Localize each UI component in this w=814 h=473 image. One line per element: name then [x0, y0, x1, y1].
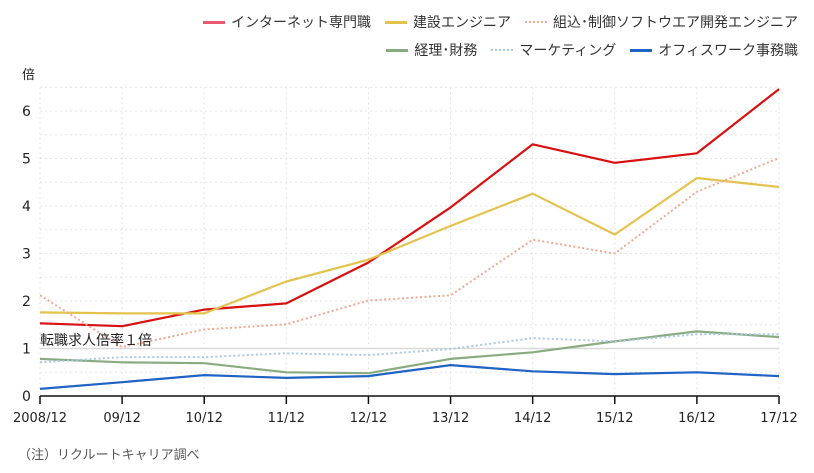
reference-line-label: 転職求人倍率１倍 [40, 333, 152, 349]
y-tick-label: 2 [22, 294, 31, 310]
legend-swatch-accounting [386, 48, 409, 52]
legend-item-office[interactable]: オフィスワーク事務職 [630, 40, 798, 60]
legend-row-1: インターネット専門職 建設エンジニア 組込･制御ソフトウエア開発エンジニア [203, 12, 798, 32]
x-tick-label: 09/12 [103, 411, 140, 426]
y-axis-unit-label: 倍 [22, 68, 36, 83]
x-tick-label: 14/12 [514, 411, 551, 426]
x-tick-label: 16/12 [678, 411, 715, 426]
legend-label-marketing: マーケティング [519, 43, 617, 59]
legend-label-internet: インターネット専門職 [231, 15, 371, 31]
legend-item-internet[interactable]: インターネット専門職 [203, 12, 371, 32]
legend-label-embedded: 組込･制御ソフトウエア開発エンジニア [553, 15, 798, 31]
x-tick-label: 12/12 [350, 411, 387, 426]
axes: 0 1 2 3 4 5 6 2008/12 09/12 10/12 11/12 12/12 13/12 1… [13, 104, 798, 426]
legend-swatch-embedded [525, 21, 547, 23]
series-line-0 [39, 88, 780, 328]
legend-swatch-marketing [491, 49, 514, 51]
legend-item-construction[interactable]: 建設エンジニア [385, 12, 511, 32]
source-note: （注）リクルートキャリア調べ [18, 448, 200, 463]
y-tick-label: 5 [22, 152, 31, 168]
x-tick-label: 10/12 [185, 411, 222, 426]
legend-item-marketing[interactable]: マーケティング [491, 40, 616, 60]
series-line-3 [39, 330, 780, 375]
y-tick-label: 0 [22, 389, 31, 405]
x-tick-label: 11/12 [268, 411, 305, 426]
legend-item-accounting[interactable]: 経理･財務 [386, 40, 477, 60]
y-tick-label: 1 [22, 342, 31, 358]
y-tick-label: 3 [22, 247, 31, 263]
legend-item-embedded[interactable]: 組込･制御ソフトウエア開発エンジニア [525, 12, 798, 32]
series-line-2 [39, 157, 780, 349]
legend-swatch-internet [203, 20, 225, 24]
y-tick-label: 6 [22, 104, 31, 120]
legend-label-accounting: 経理･財務 [414, 43, 478, 59]
x-tick-label: 17/12 [760, 411, 797, 426]
legend-label-construction: 建設エンジニア [413, 15, 511, 31]
series-line-1 [39, 176, 780, 315]
x-tick-label: 2008/12 [13, 411, 67, 426]
series-group [39, 88, 780, 390]
y-tick-label: 4 [22, 199, 31, 215]
series-line-4 [39, 333, 779, 364]
x-tick-label: 13/12 [432, 411, 469, 426]
legend-row-2: 経理･財務 マーケティング オフィスワーク事務職 [386, 40, 798, 60]
legend-swatch-office [630, 48, 653, 52]
x-tick-label: 15/12 [596, 411, 633, 426]
series-line-5 [39, 364, 780, 390]
legend-label-office: オフィスワーク事務職 [658, 43, 798, 59]
legend-swatch-construction [385, 20, 407, 24]
